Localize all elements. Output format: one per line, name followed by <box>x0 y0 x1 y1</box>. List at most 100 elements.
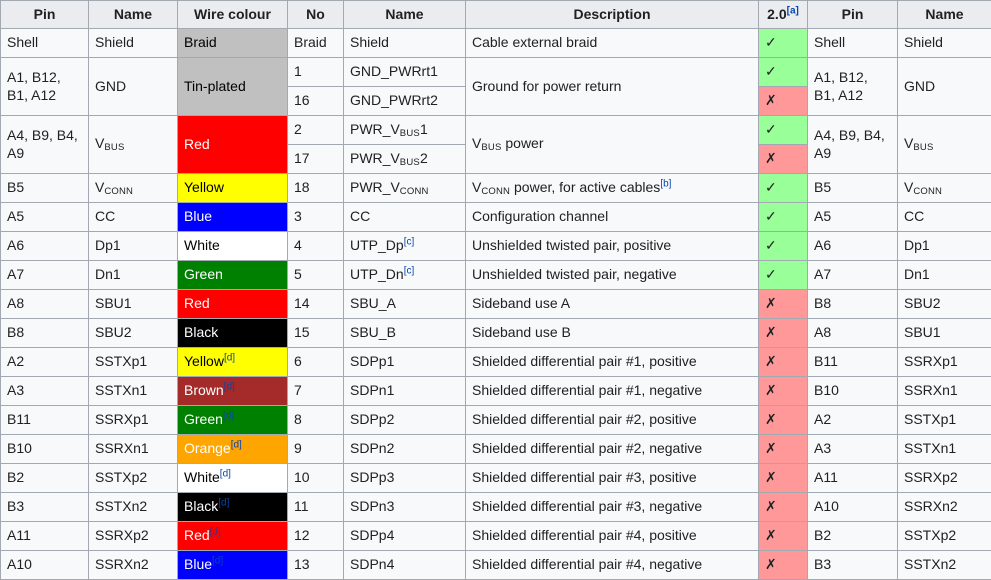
name-right-cell: SSRXp1 <box>898 348 991 377</box>
wire-name-cell: SDPp1 <box>344 348 466 377</box>
pin-left-cell: B2 <box>1 464 89 493</box>
footnote-link[interactable]: [d] <box>212 556 223 567</box>
pin-right-cell: A1, B12, B1, A12 <box>808 58 898 116</box>
name-right-cell: SSRXn1 <box>898 377 991 406</box>
footnote-link[interactable]: [c] <box>404 266 415 277</box>
wire-name-cell: PWR_VCONN <box>344 174 466 203</box>
subscript-text: CONN <box>481 186 510 197</box>
pin-left-cell: Shell <box>1 29 89 58</box>
name-right-cell: SSTXn2 <box>898 551 991 580</box>
footnote-link[interactable]: [d] <box>224 382 235 393</box>
footnote-sup: [d] <box>210 527 221 538</box>
header-usb2: 2.0[a] <box>759 1 808 29</box>
pin-right-cell: B10 <box>808 377 898 406</box>
subscript-text: CONN <box>913 186 942 197</box>
wire-name-cell: SDPp3 <box>344 464 466 493</box>
wire-name-cell: SDPn1 <box>344 377 466 406</box>
wire-no-cell: 15 <box>288 319 344 348</box>
description-cell: Unshielded twisted pair, positive <box>466 232 759 261</box>
header-pin-right: Pin <box>808 1 898 29</box>
wire-colour-cell: Orange[d] <box>178 435 288 464</box>
wire-name-cell: GND_PWRrt1 <box>344 58 466 87</box>
subscript-text: BUS <box>104 142 124 153</box>
usb2-supported-mark: ✓ <box>759 174 808 203</box>
footnote-link[interactable]: [d] <box>231 440 242 451</box>
wire-no-cell: 9 <box>288 435 344 464</box>
header-no: No <box>288 1 344 29</box>
name-right-cell: SSTXp1 <box>898 406 991 435</box>
wire-name-cell: PWR_VBUS2 <box>344 145 466 174</box>
footnote-link[interactable]: [d] <box>224 353 235 364</box>
wire-colour-cell: Yellow <box>178 174 288 203</box>
subscript-text: CONN <box>104 186 133 197</box>
usb2-unsupported-mark: ✗ <box>759 435 808 464</box>
pin-left-cell: A5 <box>1 203 89 232</box>
pin-left-cell: A2 <box>1 348 89 377</box>
header-label: Name <box>114 6 152 22</box>
footnote-link[interactable]: [d] <box>218 498 229 509</box>
pin-right-cell: A2 <box>808 406 898 435</box>
footnote-link[interactable]: [d] <box>210 527 221 538</box>
usb2-supported-mark: ✓ <box>759 232 808 261</box>
wire-name-cell: Shield <box>344 29 466 58</box>
header-name-right: Name <box>898 1 991 29</box>
wire-no-cell: 5 <box>288 261 344 290</box>
header-label: Pin <box>34 6 56 22</box>
footnote-link[interactable]: [b] <box>660 178 671 189</box>
footnote-sup: [d] <box>218 498 229 509</box>
footnote-link[interactable]: [d] <box>223 411 234 422</box>
wire-name-cell: SDPp2 <box>344 406 466 435</box>
name-left-cell: SBU1 <box>89 290 178 319</box>
usb2-unsupported-mark: ✗ <box>759 377 808 406</box>
pin-right-cell: B2 <box>808 522 898 551</box>
header-description: Description <box>466 1 759 29</box>
pin-left-cell: A8 <box>1 290 89 319</box>
header-name-left: Name <box>89 1 178 29</box>
wire-no-cell: 18 <box>288 174 344 203</box>
pin-right-cell: A7 <box>808 261 898 290</box>
footnote-link[interactable]: [c] <box>404 237 415 248</box>
usb2-supported-mark: ✓ <box>759 29 808 58</box>
pin-left-cell: A3 <box>1 377 89 406</box>
name-left-cell: SSRXp1 <box>89 406 178 435</box>
name-right-cell: SSRXp2 <box>898 464 991 493</box>
pin-right-cell: A3 <box>808 435 898 464</box>
usb2-unsupported-mark: ✗ <box>759 290 808 319</box>
wire-no-cell: 7 <box>288 377 344 406</box>
header-label: Description <box>573 6 650 22</box>
name-right-cell: Shield <box>898 29 991 58</box>
name-right-cell: GND <box>898 58 991 116</box>
usb2-unsupported-mark: ✗ <box>759 464 808 493</box>
wire-colour-cell: Black[d] <box>178 493 288 522</box>
name-left-cell: SSRXn2 <box>89 551 178 580</box>
usb2-unsupported-mark: ✗ <box>759 493 808 522</box>
description-cell: Cable external braid <box>466 29 759 58</box>
footnote-link-a[interactable]: [a] <box>787 5 799 16</box>
header-pin-left: Pin <box>1 1 89 29</box>
name-right-cell: CC <box>898 203 991 232</box>
footnote-link[interactable]: [d] <box>220 469 231 480</box>
wire-name-cell: SBU_A <box>344 290 466 319</box>
name-left-cell: VCONN <box>89 174 178 203</box>
wire-no-cell: 2 <box>288 116 344 145</box>
wire-colour-cell: White[d] <box>178 464 288 493</box>
wire-colour-cell: Braid <box>178 29 288 58</box>
pin-right-cell: A5 <box>808 203 898 232</box>
wire-colour-cell: Blue[d] <box>178 551 288 580</box>
footnote-sup: [d] <box>220 469 231 480</box>
pin-right-cell: B8 <box>808 290 898 319</box>
subscript-text: BUS <box>913 142 933 153</box>
wire-no-cell: 10 <box>288 464 344 493</box>
pin-left-cell: A4, B9, B4, A9 <box>1 116 89 174</box>
name-left-cell: SSTXn1 <box>89 377 178 406</box>
pin-right-cell: A8 <box>808 319 898 348</box>
description-cell: Configuration channel <box>466 203 759 232</box>
footnote-sup: [d] <box>224 382 235 393</box>
pin-right-cell: Shell <box>808 29 898 58</box>
name-left-cell: Dp1 <box>89 232 178 261</box>
